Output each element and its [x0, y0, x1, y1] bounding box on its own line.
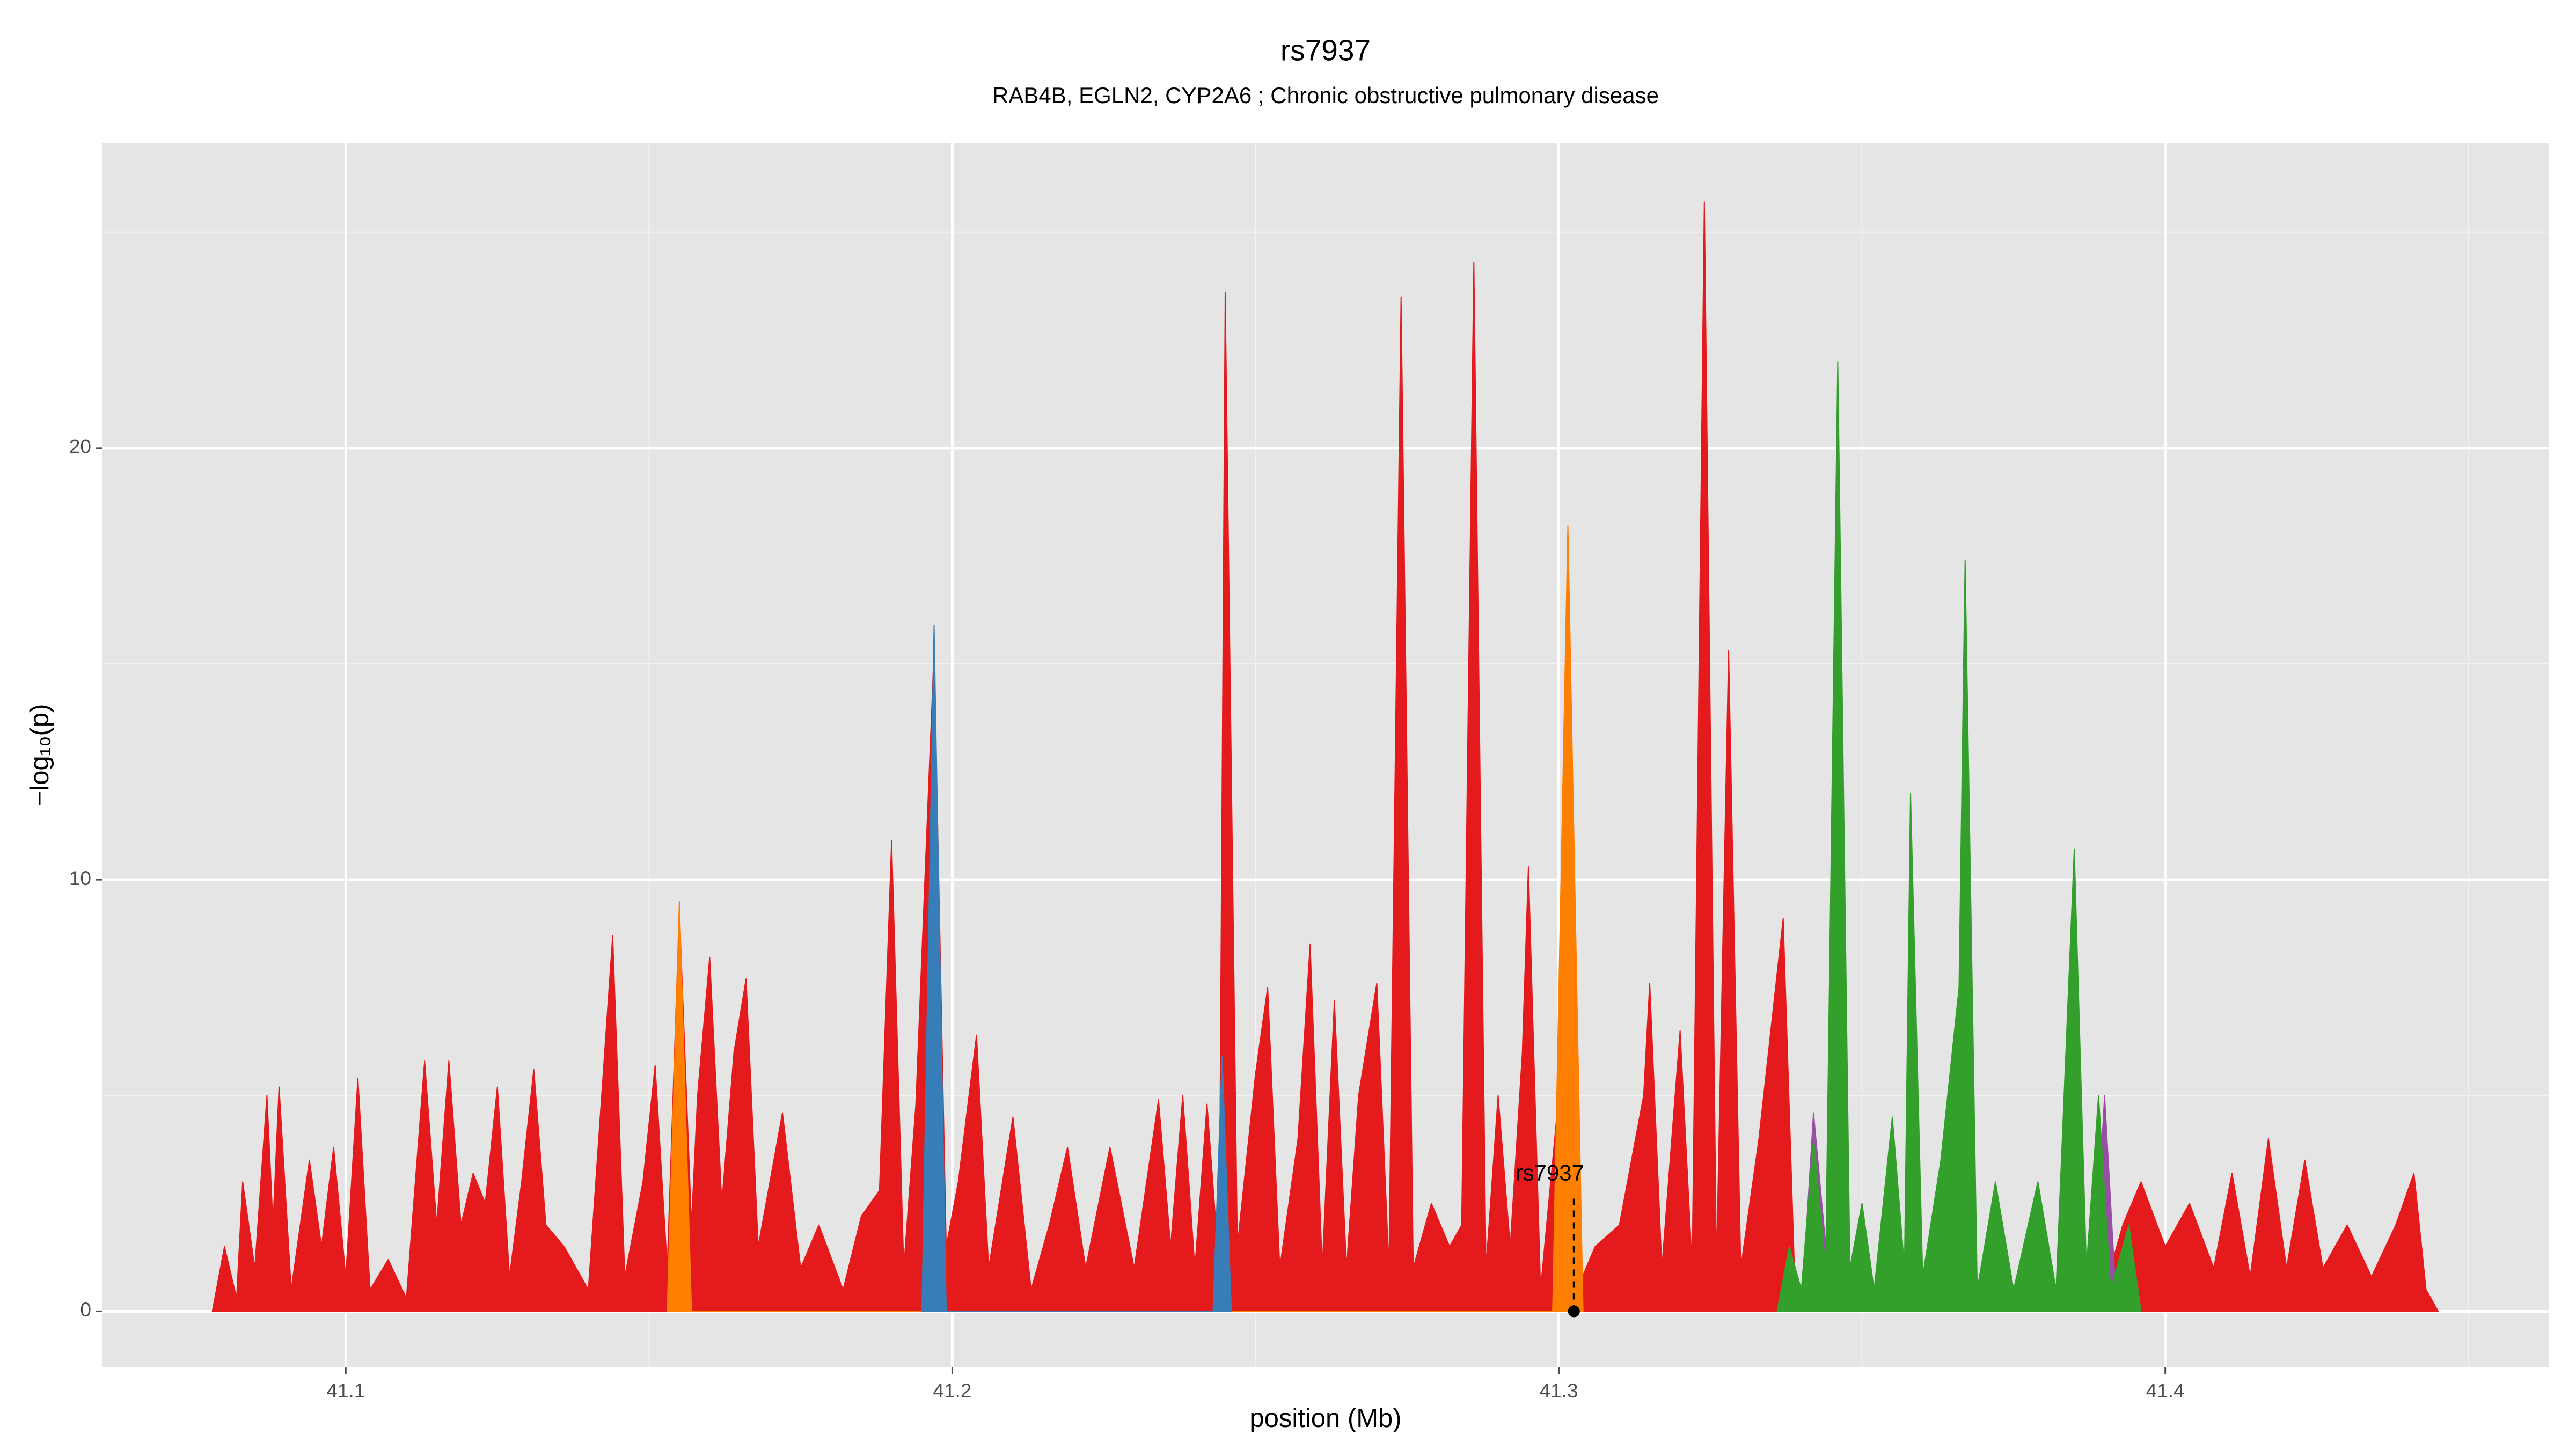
chart-subtitle: RAB4B, EGLN2, CYP2A6 ; Chronic obstructi… [992, 83, 1659, 108]
annotation-label: rs7937 [1516, 1160, 1584, 1185]
area [921, 624, 1232, 1312]
y-tick-label: 20 [69, 436, 91, 458]
y-axis-label: −log₁₀(p) [25, 704, 54, 807]
x-tick-label: 41.3 [1540, 1380, 1578, 1402]
chart-title: rs7937 [1280, 34, 1371, 67]
x-axis-label: position (Mb) [1249, 1404, 1401, 1433]
y-tick-label: 0 [80, 1299, 91, 1321]
x-tick-label: 41.1 [326, 1380, 365, 1402]
area [1776, 361, 2142, 1312]
x-tick-label: 41.2 [933, 1380, 971, 1402]
plot-panel [102, 143, 2549, 1367]
annotation-point [1568, 1305, 1580, 1318]
area [667, 525, 1584, 1312]
x-tick-label: 41.4 [2146, 1380, 2185, 1402]
y-tick-label: 10 [69, 867, 91, 889]
